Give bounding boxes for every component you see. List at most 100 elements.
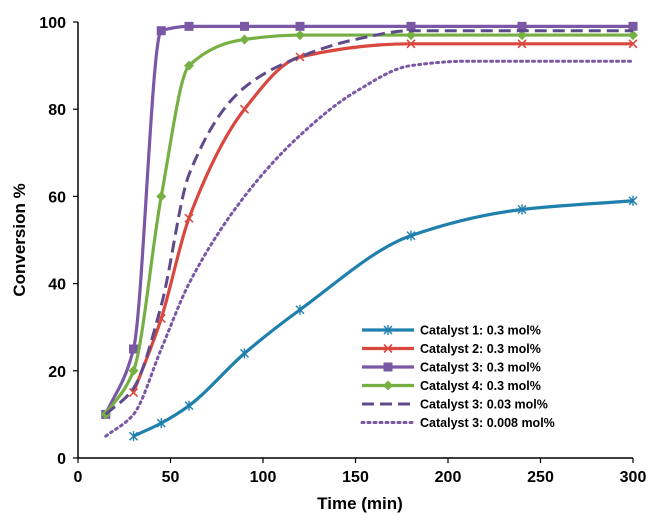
x-marker-stroke [128,388,139,398]
diamond-marker-shape [383,380,393,391]
data-point [295,30,305,41]
square-marker-shape [383,362,393,372]
axes: 0 20 40 60 80 100 0 50 100 150 200 250 300 [39,15,646,486]
data-point [517,21,527,31]
legend-item: Catalyst 1: 0.3 mol% [362,324,541,338]
diamond-marker-shape [184,60,194,71]
data-point [156,26,166,36]
data-point [406,39,416,49]
data-point [128,388,139,398]
square-marker-shape [129,344,138,354]
data-point [628,30,638,41]
data-point [129,431,138,442]
legend-marker [383,380,393,391]
square-marker-shape [628,21,638,31]
legend-item: Catalyst 3: 0.3 mol% [362,361,541,375]
data-point [406,230,416,241]
x-tick-label: 250 [527,469,554,486]
y-tick-label: 100 [39,15,66,32]
square-marker-shape [517,21,527,31]
data-point [295,21,305,31]
series-line [104,59,635,438]
legend-label: Catalyst 3: 0.008 mol% [420,416,555,430]
data-point [628,195,638,206]
diamond-marker-shape [628,30,638,41]
legend-label: Catalyst 3: 0.03 mol% [420,398,548,412]
series-line [132,42,633,394]
diamond-marker-shape [156,191,167,202]
series-2 [128,39,638,398]
diamond-marker-shape [239,34,250,45]
square-marker-shape [184,21,194,31]
series-line [132,199,634,438]
data-point [628,21,638,31]
y-axis-title: Conversion % [10,183,29,296]
series-line [104,33,633,416]
x-tick-label: 200 [435,469,462,486]
x-tick-label: 0 [74,469,83,486]
legend: Catalyst 1: 0.3 mol% Catalyst 2: 0.3 mol%… [360,324,555,430]
x-tick-label: 50 [162,469,180,486]
x-tick-label: 150 [342,469,369,486]
square-marker-shape [240,21,249,31]
data-point [406,30,416,41]
y-tick-label: 20 [48,364,66,381]
square-marker-shape [295,21,305,31]
y-tick-label: 0 [57,451,66,468]
y-tick-label: 80 [48,102,66,119]
data-point [156,191,167,202]
series-5 [104,29,633,416]
diamond-marker-shape [128,365,139,376]
legend-item: Catalyst 4: 0.3 mol% [362,379,541,393]
data-point [295,304,305,315]
legend-marker [383,343,393,354]
data-point [406,21,416,31]
series-4 [100,30,638,420]
series-line [104,29,633,416]
diamond-marker-shape [517,30,527,41]
x-marker-stroke [406,39,416,49]
series-6 [104,59,635,438]
data-point [239,34,250,45]
diamond-marker-shape [295,30,305,41]
data-point [128,365,139,376]
data-point [184,21,194,31]
x-marker-stroke [383,343,393,354]
legend-item: Catalyst 3: 0.008 mol% [360,416,555,430]
x-axis-title: Time (min) [317,494,403,513]
x-marker-stroke [517,39,527,49]
data-point [517,30,527,41]
data-point [628,39,638,49]
data-point [239,104,250,114]
data-point [184,400,194,411]
data-point [240,21,249,31]
legend-marker [383,325,393,335]
data-point [184,213,194,223]
x-marker-stroke [239,104,250,114]
diamond-marker-shape [406,30,416,41]
legend-marker [383,362,393,372]
legend-label: Catalyst 2: 0.3 mol% [420,342,541,356]
y-tick-label: 60 [48,189,66,206]
square-marker-shape [156,26,166,36]
legend-item: Catalyst 3: 0.03 mol% [362,398,548,412]
data-point [517,204,527,215]
square-marker-shape [406,21,416,31]
legend-label: Catalyst 3: 0.3 mol% [420,361,541,375]
x-marker-stroke [628,39,638,49]
legend-label: Catalyst 4: 0.3 mol% [420,379,541,393]
legend-label: Catalyst 1: 0.3 mol% [420,324,541,338]
series-1 [129,195,638,442]
data-point [156,418,166,429]
data-point [129,344,138,354]
x-tick-label: 100 [250,469,277,486]
y-tick-label: 40 [48,277,66,294]
x-marker-stroke [184,213,194,223]
x-marker-stroke [156,313,166,324]
data-point [240,348,249,359]
x-tick-label: 300 [620,469,647,486]
series-layer [100,21,638,442]
legend-item: Catalyst 2: 0.3 mol% [362,342,541,356]
data-point [517,39,527,49]
